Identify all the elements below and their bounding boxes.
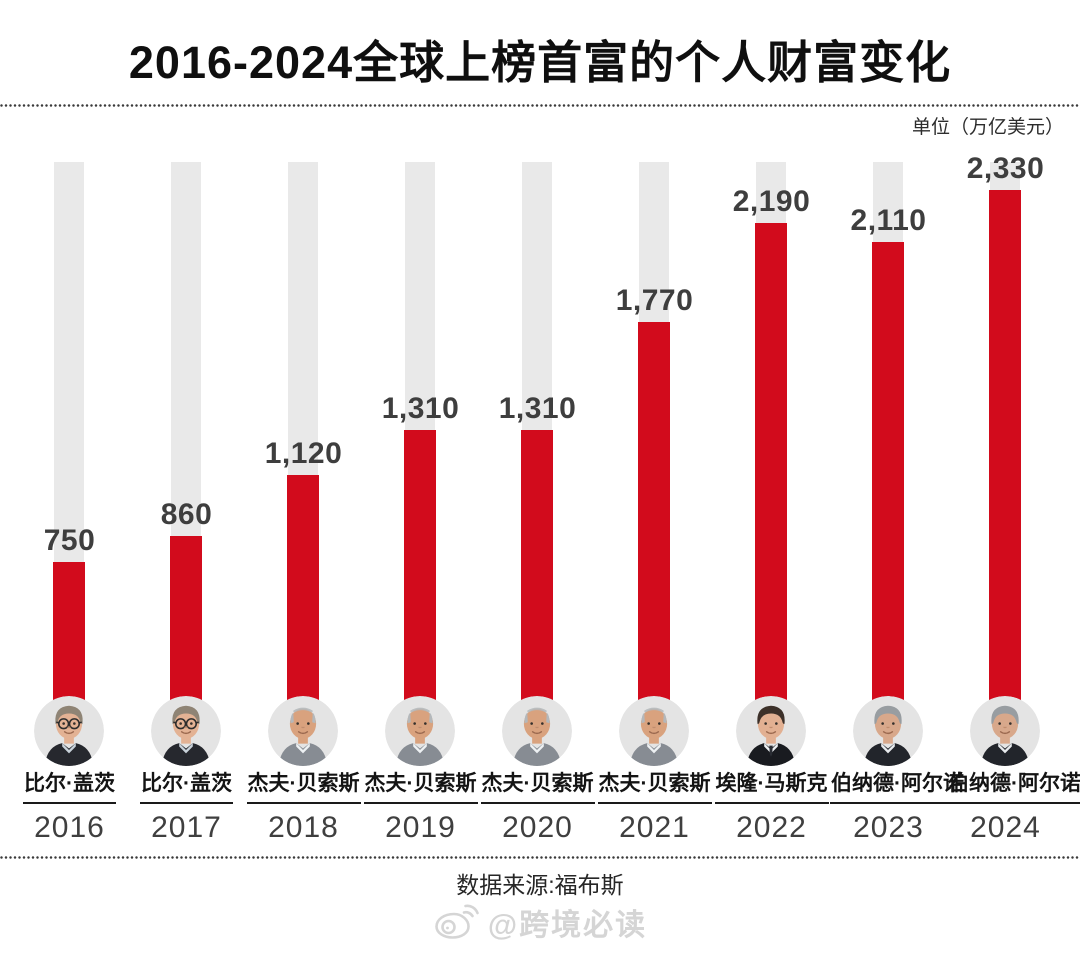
person-avatar: [268, 696, 338, 766]
bar-value-label: 1,310: [381, 392, 460, 425]
bar-fill: [404, 430, 436, 739]
bar-fill: [872, 242, 904, 739]
person-name-wrap: 伯纳德·阿尔诺: [947, 767, 1080, 804]
person-name-wrap: 杰夫·贝索斯: [596, 767, 713, 804]
person-name: 埃隆·马斯克: [714, 767, 829, 804]
bar-fill: [989, 190, 1021, 739]
bar-column-2020: 1,310 杰夫·贝索斯 2020: [479, 162, 596, 852]
person-name-wrap: 比尔·盖茨: [128, 767, 245, 804]
bar-value-label: 750: [43, 524, 96, 557]
person-name: 比尔·盖茨: [23, 767, 116, 804]
person-name: 杰夫·贝索斯: [363, 767, 478, 804]
bottom-dotted-divider: [0, 856, 1080, 859]
person-name: 杰夫·贝索斯: [597, 767, 712, 804]
unit-label: 单位（万亿美元）: [911, 117, 1064, 138]
bar-column-2019: 1,310 杰夫·贝索斯 2019: [362, 162, 479, 852]
bar-column-2022: 2,190 埃隆·马斯克 2022: [713, 162, 830, 852]
person-avatar: [853, 696, 923, 766]
bar-value-label: 1,310: [498, 392, 577, 425]
person-name-wrap: 比尔·盖茨: [11, 767, 128, 804]
person-avatar: [736, 696, 806, 766]
year-label: 2022: [736, 811, 807, 844]
person-name: 比尔·盖茨: [140, 767, 233, 804]
top-dotted-divider: [0, 104, 1080, 107]
person-avatar: [151, 696, 221, 766]
bar-column-2017: 860 比尔·盖茨 2017: [128, 162, 245, 852]
bar-column-2016: 750 比尔·盖茨 2016: [11, 162, 128, 852]
bar-value-label: 2,110: [850, 204, 927, 237]
weibo-icon: [433, 903, 479, 941]
bar-fill: [287, 475, 319, 739]
person-name: 杰夫·贝索斯: [246, 767, 361, 804]
bar-value-label: 2,190: [732, 185, 811, 218]
person-avatar: [502, 696, 572, 766]
bar-column-2024: 2,330 伯纳德·阿尔诺 2024: [947, 152, 1080, 852]
bar-fill: [638, 322, 670, 739]
bar-fill: [521, 430, 553, 739]
year-label: 2016: [34, 811, 105, 844]
watermark: @跨境必读: [0, 900, 1080, 944]
year-label: 2017: [151, 811, 222, 844]
bar-chart: 750 比尔·盖茨 2016 860: [0, 152, 1080, 852]
person-name: 伯纳德·阿尔诺: [947, 767, 1080, 804]
data-source-label: 数据来源:福布斯: [456, 872, 624, 898]
page-title: 2016-2024全球上榜首富的个人财富变化: [128, 37, 952, 88]
year-label: 2024: [970, 811, 1041, 844]
bar-value-label: 1,120: [264, 437, 343, 470]
bar-value-label: 860: [160, 498, 213, 531]
watermark-text: @跨境必读: [487, 909, 648, 942]
bar-value-label: 2,330: [966, 152, 1045, 185]
bar-column-2023: 2,110 伯纳德·阿尔诺 2023: [830, 162, 965, 852]
person-avatar: [970, 696, 1040, 766]
person-name-wrap: 伯纳德·阿尔诺: [830, 767, 965, 804]
person-avatar: [619, 696, 689, 766]
bar-column-2021: 1,770 杰夫·贝索斯 2021: [596, 162, 713, 852]
person-avatar: [385, 696, 455, 766]
year-label: 2021: [619, 811, 690, 844]
person-name-wrap: 杰夫·贝索斯: [479, 767, 596, 804]
bar-column-2018: 1,120 杰夫·贝索斯 2018: [245, 162, 362, 852]
person-name-wrap: 埃隆·马斯克: [713, 767, 830, 804]
year-label: 2020: [502, 811, 573, 844]
bar-value-label: 1,770: [615, 284, 694, 317]
year-label: 2019: [385, 811, 456, 844]
year-label: 2018: [268, 811, 339, 844]
year-label: 2023: [853, 811, 924, 844]
person-name-wrap: 杰夫·贝索斯: [362, 767, 479, 804]
person-name: 杰夫·贝索斯: [480, 767, 595, 804]
person-avatar: [34, 696, 104, 766]
bar-fill: [755, 223, 787, 739]
person-name-wrap: 杰夫·贝索斯: [245, 767, 362, 804]
person-name: 伯纳德·阿尔诺: [830, 767, 965, 804]
